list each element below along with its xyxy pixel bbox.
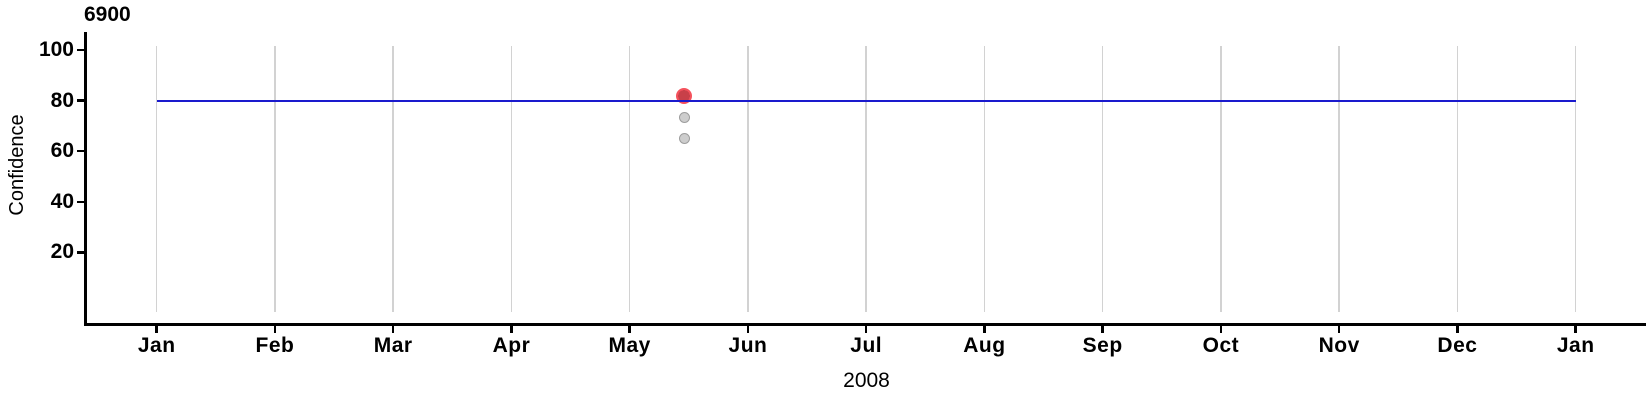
month-gridline bbox=[1456, 46, 1459, 312]
x-tick-label: Nov bbox=[1318, 334, 1360, 357]
y-tick-label: 20 bbox=[50, 240, 74, 264]
month-gridline bbox=[628, 46, 631, 312]
y-axis-line bbox=[84, 32, 87, 326]
x-tick-mark bbox=[746, 325, 750, 333]
y-tick-mark bbox=[77, 99, 85, 102]
reference-line bbox=[156, 99, 1576, 102]
x-tick-label: Jan bbox=[137, 334, 176, 357]
y-tick-label: 80 bbox=[50, 88, 74, 112]
chart-title: 6900 bbox=[84, 3, 131, 26]
month-gridline bbox=[274, 46, 276, 312]
x-tick-mark bbox=[1337, 325, 1341, 333]
x-tick-mark bbox=[510, 325, 513, 333]
x-tick-label: Feb bbox=[255, 334, 295, 357]
gray-data-point bbox=[678, 111, 690, 123]
x-tick-label: Jul bbox=[850, 334, 883, 357]
x-tick-label: May bbox=[608, 334, 651, 357]
y-tick-mark bbox=[77, 251, 85, 254]
month-gridline bbox=[510, 46, 513, 312]
month-gridline bbox=[155, 46, 158, 312]
x-axis-line bbox=[84, 323, 1646, 326]
y-tick-mark bbox=[77, 200, 85, 204]
x-tick-mark bbox=[273, 325, 277, 333]
month-gridline bbox=[392, 46, 394, 312]
y-tick-label: 100 bbox=[38, 38, 74, 61]
x-tick-mark bbox=[1219, 325, 1223, 333]
y-tick-mark bbox=[77, 48, 85, 52]
month-gridline bbox=[1220, 46, 1222, 312]
month-gridline bbox=[983, 46, 986, 312]
x-tick-mark bbox=[1101, 325, 1104, 333]
x-tick-mark bbox=[864, 325, 868, 333]
month-gridline bbox=[865, 46, 867, 312]
gray-data-point bbox=[678, 133, 690, 145]
x-tick-label: Apr bbox=[492, 334, 531, 357]
x-tick-label: Dec bbox=[1437, 334, 1478, 357]
month-gridline bbox=[1101, 46, 1104, 312]
x-tick-label: Aug bbox=[963, 334, 1006, 357]
x-tick-mark bbox=[155, 325, 158, 333]
x-tick-label: Jan bbox=[1556, 334, 1595, 357]
x-tick-mark bbox=[983, 325, 986, 333]
x-tick-label: Sep bbox=[1082, 334, 1123, 357]
x-tick-label: Jun bbox=[728, 334, 768, 357]
x-tick-label: Oct bbox=[1202, 334, 1240, 357]
x-tick-mark bbox=[628, 325, 631, 333]
x-tick-mark bbox=[1456, 325, 1459, 333]
x-tick-mark bbox=[391, 325, 395, 333]
y-tick-mark bbox=[77, 149, 85, 153]
y-tick-label: 40 bbox=[50, 189, 74, 213]
month-gridline bbox=[1574, 46, 1577, 312]
x-tick-mark bbox=[1574, 325, 1577, 333]
x-axis-title: 2008 bbox=[843, 369, 890, 392]
y-tick-label: 60 bbox=[50, 139, 74, 163]
month-gridline bbox=[747, 46, 749, 312]
x-tick-label: Mar bbox=[373, 334, 413, 357]
month-gridline bbox=[1338, 46, 1340, 312]
highlighted-data-point bbox=[676, 87, 693, 104]
